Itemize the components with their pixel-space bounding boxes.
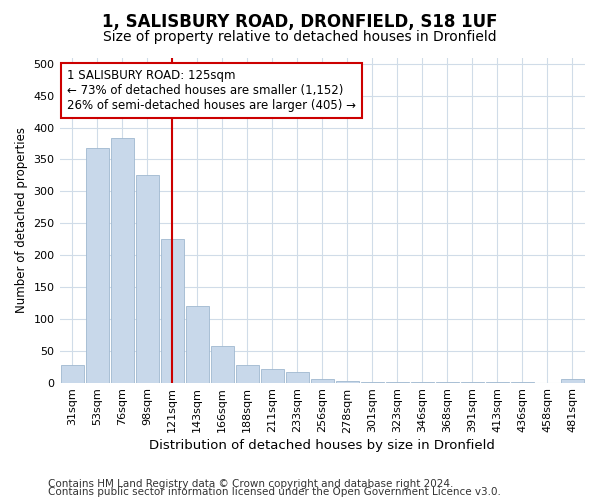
Text: Contains public sector information licensed under the Open Government Licence v3: Contains public sector information licen… bbox=[48, 487, 501, 497]
Bar bbox=[311, 378, 334, 382]
Text: 1 SALISBURY ROAD: 125sqm
← 73% of detached houses are smaller (1,152)
26% of sem: 1 SALISBURY ROAD: 125sqm ← 73% of detach… bbox=[67, 69, 356, 112]
Bar bbox=[561, 380, 584, 382]
Bar bbox=[286, 372, 309, 382]
Bar bbox=[185, 306, 209, 382]
Text: 1, SALISBURY ROAD, DRONFIELD, S18 1UF: 1, SALISBURY ROAD, DRONFIELD, S18 1UF bbox=[102, 12, 498, 30]
Bar bbox=[61, 366, 83, 382]
Bar bbox=[136, 176, 158, 382]
Bar bbox=[261, 368, 284, 382]
Bar bbox=[110, 138, 134, 382]
Y-axis label: Number of detached properties: Number of detached properties bbox=[15, 127, 28, 313]
Text: Size of property relative to detached houses in Dronfield: Size of property relative to detached ho… bbox=[103, 30, 497, 44]
Bar bbox=[211, 346, 233, 383]
Bar bbox=[86, 148, 109, 382]
Bar bbox=[161, 239, 184, 382]
Text: Contains HM Land Registry data © Crown copyright and database right 2024.: Contains HM Land Registry data © Crown c… bbox=[48, 479, 454, 489]
Bar bbox=[236, 366, 259, 382]
X-axis label: Distribution of detached houses by size in Dronfield: Distribution of detached houses by size … bbox=[149, 440, 495, 452]
